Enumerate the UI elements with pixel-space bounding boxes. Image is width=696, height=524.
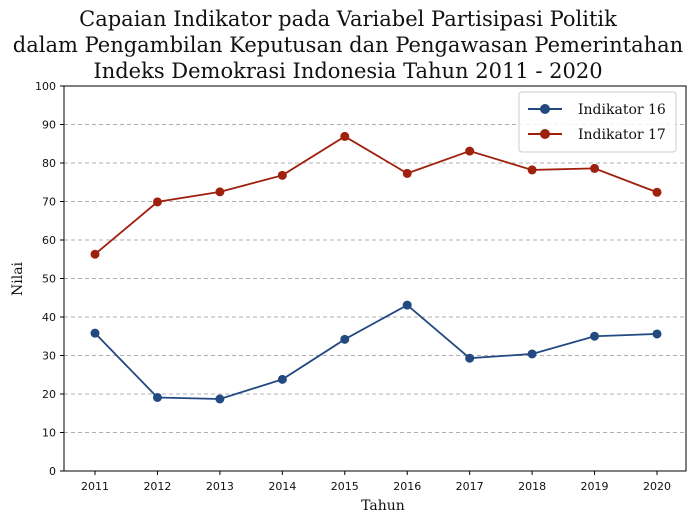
x-tick-label: 2013 <box>206 480 234 493</box>
chart-title-line-1: Capaian Indikator pada Variabel Partisip… <box>79 7 617 31</box>
data-point-indikator-16 <box>340 334 350 344</box>
data-point-indikator-16 <box>215 394 225 404</box>
x-tick-label: 2018 <box>518 480 546 493</box>
data-point-indikator-16 <box>652 329 662 339</box>
legend: Indikator 16 Indikator 17 <box>518 91 677 153</box>
y-tick-label: 80 <box>42 157 56 170</box>
data-point-indikator-17 <box>340 131 350 141</box>
data-point-indikator-17 <box>527 165 537 175</box>
data-point-indikator-16 <box>527 349 537 359</box>
y-tick-label: 70 <box>42 196 56 209</box>
x-tick-label: 2020 <box>643 480 671 493</box>
y-tick-label: 40 <box>42 311 56 324</box>
data-point-indikator-16 <box>590 331 600 341</box>
y-tick-label: 30 <box>42 350 56 363</box>
legend-box <box>518 91 677 153</box>
x-tick-label: 2015 <box>331 480 359 493</box>
x-tick-label: 2016 <box>393 480 421 493</box>
y-tick-label: 60 <box>42 234 56 247</box>
legend-marker-indikator-16 <box>540 104 550 114</box>
x-tick-label: 2012 <box>143 480 171 493</box>
x-tick-label: 2014 <box>268 480 296 493</box>
legend-label-indikator-16: Indikator 16 <box>578 102 666 118</box>
data-point-indikator-17 <box>152 197 162 207</box>
series-lines <box>90 131 662 404</box>
chart-title-line-3: Indeks Demokrasi Indonesia Tahun 2011 - … <box>93 59 603 83</box>
y-tick-label: 10 <box>42 427 56 440</box>
data-point-indikator-17 <box>590 163 600 173</box>
data-point-indikator-16 <box>465 353 475 363</box>
data-point-indikator-17 <box>215 187 225 197</box>
y-tick-label: 0 <box>49 465 56 478</box>
chart-title-line-2: dalam Pengambilan Keputusan dan Pengawas… <box>12 33 684 57</box>
data-point-indikator-16 <box>402 300 412 310</box>
x-tick-label: 2017 <box>456 480 484 493</box>
data-point-indikator-16 <box>90 328 100 338</box>
y-tick-label: 90 <box>42 119 56 132</box>
data-point-indikator-17 <box>402 168 412 178</box>
data-point-indikator-16 <box>152 392 162 402</box>
y-tick-label: 20 <box>42 388 56 401</box>
legend-label-indikator-17: Indikator 17 <box>578 127 666 143</box>
data-point-indikator-17 <box>652 187 662 197</box>
series-line-indikator-16 <box>94 303 658 400</box>
data-point-indikator-17 <box>277 170 287 180</box>
y-axis-label: Nilai <box>10 261 26 296</box>
x-tick-label: 2011 <box>81 480 109 493</box>
data-point-indikator-17 <box>90 249 100 259</box>
x-axis-ticks: 2011 2012 2013 2014 2015 2016 2017 2018 2019 2020 <box>81 471 671 493</box>
y-tick-label: 50 <box>42 273 56 286</box>
y-axis-ticks: 0 10 20 30 40 50 60 70 80 90 100 <box>35 80 64 478</box>
data-point-indikator-16 <box>277 374 287 384</box>
x-axis-label: Tahun <box>361 498 405 514</box>
data-point-indikator-17 <box>465 146 475 156</box>
series-line-indikator-17 <box>94 135 658 255</box>
legend-marker-indikator-17 <box>540 129 550 139</box>
x-tick-label: 2019 <box>581 480 609 493</box>
y-tick-label: 100 <box>35 80 56 93</box>
